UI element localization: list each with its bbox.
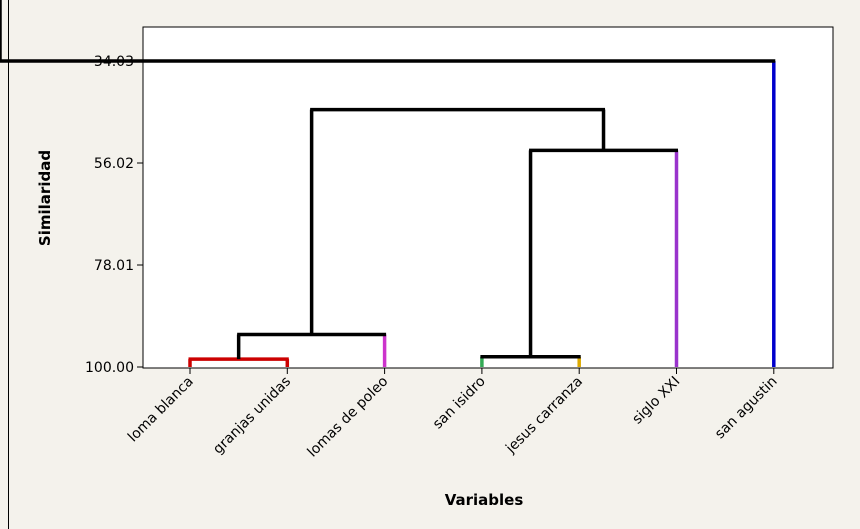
y-tick-label: 78.01 bbox=[94, 258, 134, 274]
y-tick-label: 100.00 bbox=[85, 360, 134, 376]
x-tick-label: granjas unidas bbox=[210, 374, 294, 458]
x-tick-label: lomas de poleo bbox=[305, 374, 392, 461]
x-axis-title: Variables bbox=[445, 491, 524, 509]
x-tick-label: san agustin bbox=[712, 374, 781, 443]
x-tick-label: loma blanca bbox=[125, 374, 197, 446]
x-tick-label: jesus carranza bbox=[502, 374, 586, 458]
y-tick-label: 56.02 bbox=[94, 156, 134, 172]
x-tick-label: siglo XXI bbox=[629, 374, 683, 428]
dendrogram-links bbox=[0, 0, 776, 367]
plot-area bbox=[142, 26, 834, 369]
x-axis-labels: loma blanca granjas unidas lomas de poleo s… bbox=[125, 368, 781, 460]
y-axis-title: Similaridad bbox=[36, 150, 54, 246]
x-tick-label: san isidro bbox=[430, 374, 489, 433]
window-left-border bbox=[8, 0, 9, 529]
